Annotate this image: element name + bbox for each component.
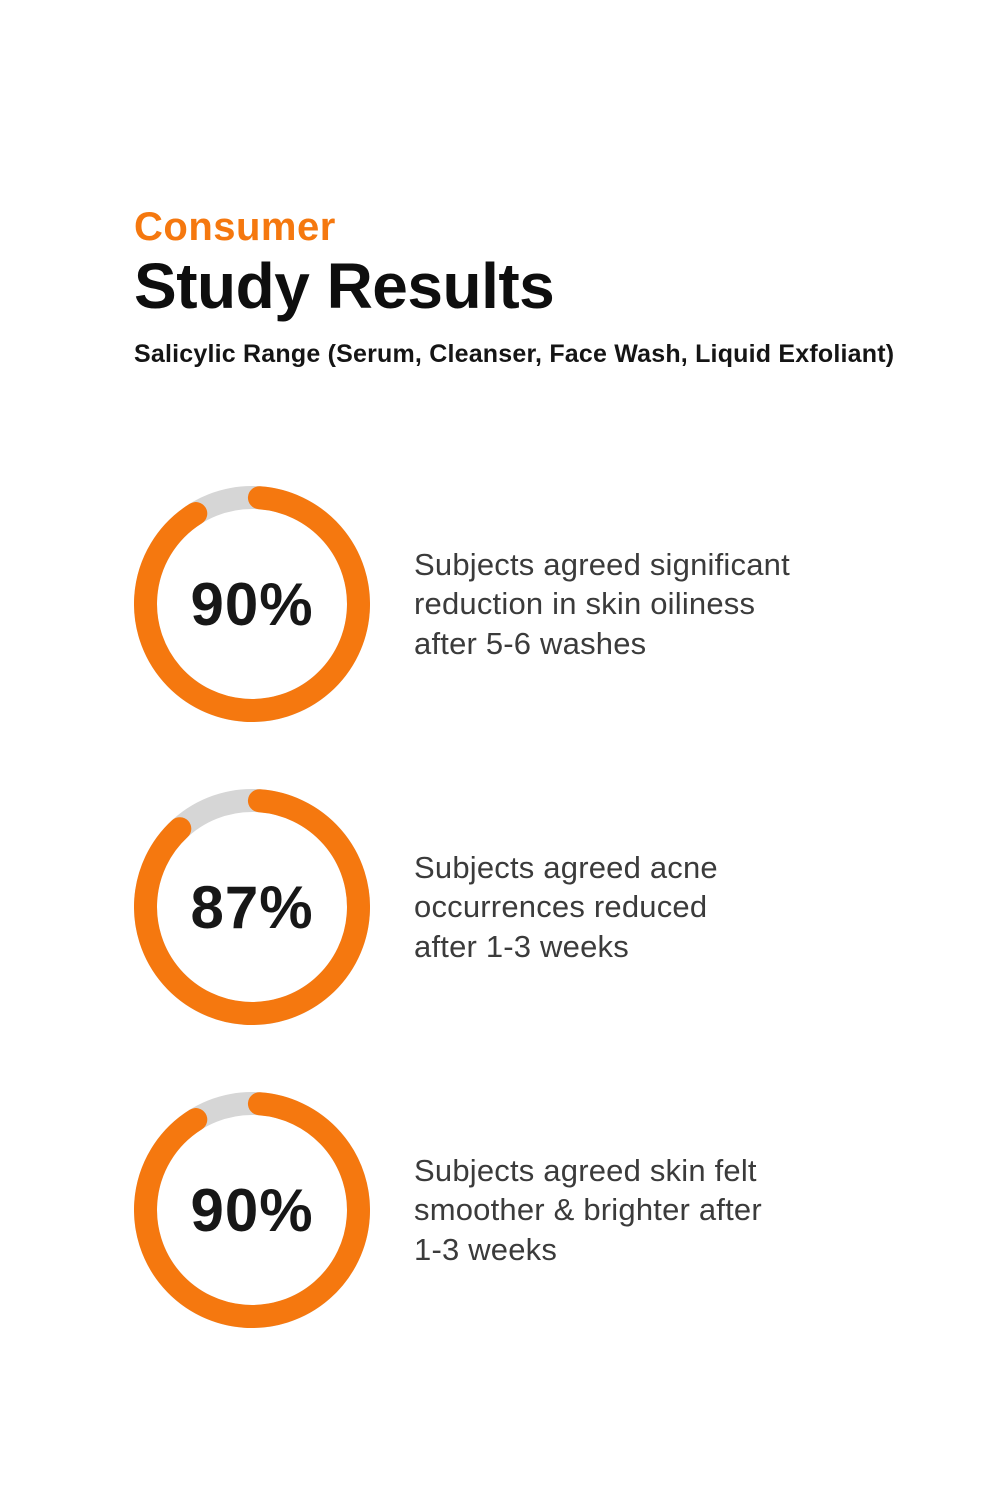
stat-description: Subjects agreed skin felt smoother & bri… [414, 1152, 762, 1267]
stat-description: Subjects agreed significant reduction in… [414, 546, 790, 661]
donut-percent-label: 90% [190, 570, 314, 638]
donut-percent-label: 87% [190, 873, 314, 941]
stat-row-acne: 87% Subjects agreed acne occurrences red… [134, 789, 940, 1025]
subtitle: Salicylic Range (Serum, Cleanser, Face W… [134, 340, 895, 368]
stats-list: 90% Subjects agreed significant reductio… [134, 486, 940, 1328]
donut-chart-smoothness: 90% [134, 1092, 370, 1328]
donut-arc [134, 1092, 370, 1328]
stat-description: Subjects agreed acne occurrences reduced… [414, 849, 718, 964]
donut-arc [134, 486, 370, 722]
eyebrow-heading: Consumer [134, 205, 336, 249]
stat-row-smoothness: 90% Subjects agreed skin felt smoother &… [134, 1092, 940, 1328]
page-title: Study Results [134, 250, 555, 322]
donut-chart-oiliness: 90% [134, 486, 370, 722]
header: Consumer Study Results Salicylic Range (… [134, 207, 940, 369]
donut-percent-label: 90% [190, 1176, 314, 1244]
donut-arc [134, 789, 370, 1025]
stat-row-oiliness: 90% Subjects agreed significant reductio… [134, 486, 940, 722]
donut-chart-acne: 87% [134, 789, 370, 1025]
